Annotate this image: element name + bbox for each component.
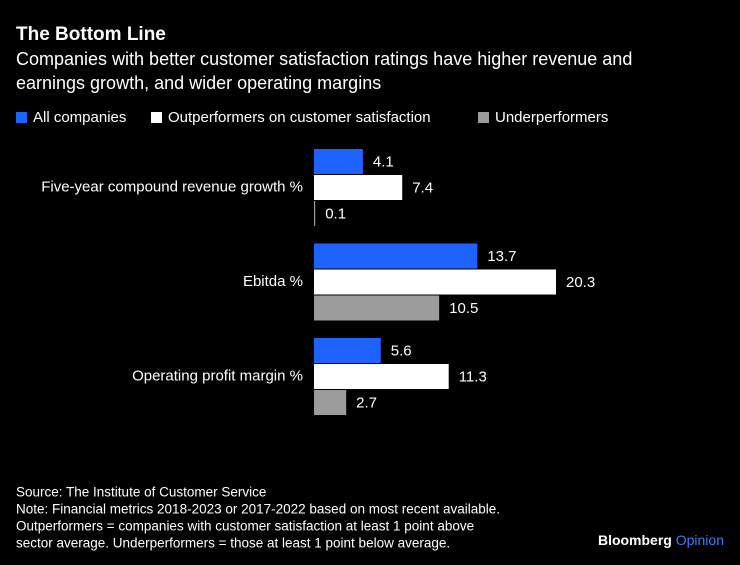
note: Note: Financial metrics 2018-2023 or 201… — [16, 502, 500, 517]
bar — [314, 201, 316, 226]
value-label: 13.7 — [487, 248, 516, 265]
note: sector average. Underperformers = those … — [16, 536, 450, 551]
bar — [314, 175, 403, 200]
value-label: 4.1 — [373, 153, 394, 170]
bar — [314, 295, 440, 321]
chart-title: The Bottom Line — [16, 24, 166, 45]
branding: Bloomberg Opinion — [598, 532, 724, 548]
bar — [314, 269, 556, 295]
bar — [314, 390, 347, 415]
legend-swatch — [478, 112, 489, 123]
value-label: 20.3 — [566, 274, 595, 291]
category-label: Ebitda % — [243, 273, 303, 290]
value-label: 7.4 — [412, 179, 433, 196]
brand: Bloomberg — [598, 532, 672, 548]
bar — [314, 243, 478, 269]
legend-label: Outperformers on customer satisfaction — [168, 109, 431, 126]
legend-swatch — [16, 112, 27, 123]
value-label: 2.7 — [356, 394, 377, 411]
subtitle: Companies with better customer satisfact… — [16, 49, 632, 69]
bar — [314, 338, 381, 363]
subtitle: earnings growth, and wider operating mar… — [16, 73, 381, 93]
note: Outperformers = companies with customer … — [16, 519, 474, 534]
bar — [314, 149, 363, 174]
value-label: 10.5 — [449, 300, 478, 317]
category-label: Operating profit margin % — [132, 367, 303, 384]
legend-label: Underperformers — [495, 109, 608, 126]
bar — [314, 364, 449, 389]
value-label: 5.6 — [391, 342, 412, 359]
source: Source: The Institute of Customer Servic… — [16, 485, 266, 500]
brand-suffix: Opinion — [676, 532, 724, 548]
category-label: Five-year compound revenue growth % — [41, 178, 303, 195]
legend-label: All companies — [33, 109, 126, 126]
value-label: 0.1 — [325, 205, 346, 222]
legend-swatch — [151, 112, 162, 123]
value-label: 11.3 — [459, 368, 487, 385]
